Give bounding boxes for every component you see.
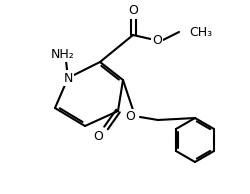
Text: O: O (125, 111, 135, 124)
Text: O: O (93, 131, 103, 144)
Text: O: O (128, 4, 138, 17)
Text: CH₃: CH₃ (189, 25, 212, 38)
Text: O: O (152, 34, 162, 47)
Text: N: N (63, 72, 73, 85)
Text: NH₂: NH₂ (51, 48, 75, 61)
